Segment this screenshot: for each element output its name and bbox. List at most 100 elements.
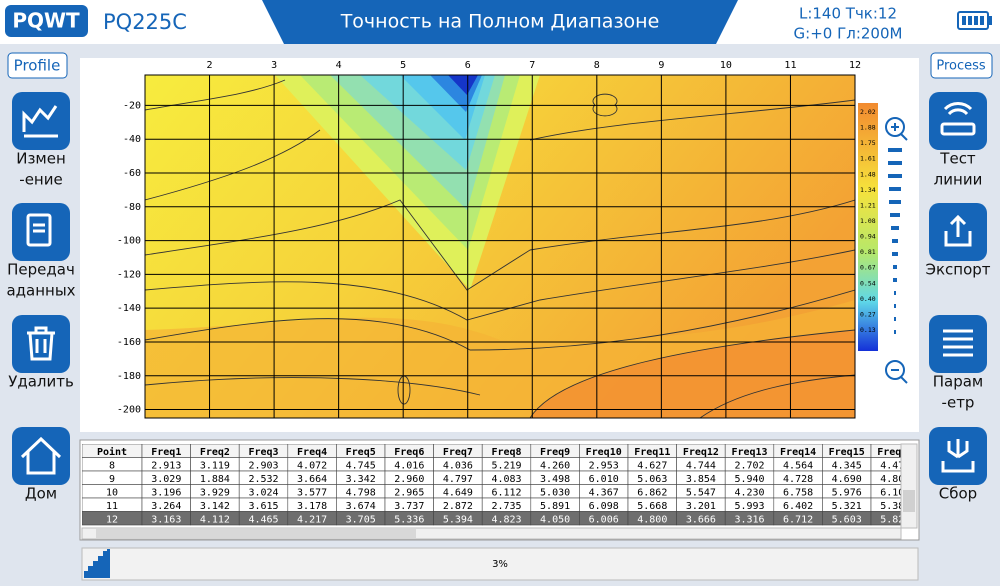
cell-value[interactable]: 4.050	[540, 514, 570, 525]
cell-value[interactable]: 3.264	[151, 501, 181, 512]
right-button[interactable]	[929, 427, 987, 485]
cell-value[interactable]: 12	[106, 514, 118, 525]
cell-value[interactable]: 6.100	[880, 487, 910, 498]
cell-value[interactable]: 6.112	[491, 487, 521, 498]
left-button[interactable]	[12, 203, 70, 261]
cell-value[interactable]: 4.016	[394, 460, 424, 471]
cell-value[interactable]: 2.735	[491, 501, 521, 512]
cell-value[interactable]: 3.674	[346, 501, 376, 512]
cell-value[interactable]: 4.036	[443, 460, 473, 471]
cell-value[interactable]: 4.230	[734, 487, 764, 498]
cell-value[interactable]: 4.112	[200, 514, 230, 525]
cell-value[interactable]: 5.603	[832, 514, 862, 525]
scroll-thumb[interactable]	[96, 529, 416, 538]
cell-value[interactable]: 3.196	[151, 487, 181, 498]
cell-value[interactable]: 5.993	[734, 501, 764, 512]
cell-value[interactable]: 11	[106, 501, 118, 512]
cell-value[interactable]: 5.321	[832, 501, 862, 512]
left-button[interactable]	[12, 315, 70, 373]
cell-value[interactable]: 5.219	[491, 460, 521, 471]
cell-value[interactable]: 5.385	[880, 501, 910, 512]
cell-value[interactable]: 5.668	[637, 501, 667, 512]
cell-value[interactable]: 2.872	[443, 501, 473, 512]
cell-value[interactable]: 4.800	[637, 514, 667, 525]
cell-value[interactable]: 6.402	[783, 501, 813, 512]
cell-value[interactable]: 3.024	[248, 487, 278, 498]
horizontal-scrollbar[interactable]	[81, 527, 902, 540]
cell-value[interactable]: 8	[109, 460, 115, 471]
cell-value[interactable]: 6.010	[589, 474, 619, 485]
cell-value[interactable]: 4.260	[540, 460, 570, 471]
cell-value[interactable]: 4.627	[637, 460, 667, 471]
cell-value[interactable]: 6.758	[783, 487, 813, 498]
cell-value[interactable]: 9	[109, 474, 115, 485]
cell-value[interactable]: 3.854	[686, 474, 716, 485]
cell-value[interactable]: 3.498	[540, 474, 570, 485]
cell-value[interactable]: 4.649	[443, 487, 473, 498]
cell-value[interactable]: 3.929	[200, 487, 230, 498]
cell-value[interactable]: 5.336	[394, 514, 424, 525]
right-button[interactable]	[929, 203, 987, 261]
cell-value[interactable]: 6.712	[783, 514, 813, 525]
cell-value[interactable]: 3.737	[394, 501, 424, 512]
cell-value[interactable]: 6.098	[589, 501, 619, 512]
cell-value[interactable]: 2.903	[248, 460, 278, 471]
cell-value[interactable]: 5.547	[686, 487, 716, 498]
cell-value[interactable]: 4.805	[880, 474, 910, 485]
cell-value[interactable]: 3.664	[297, 474, 327, 485]
process-tab[interactable]	[930, 52, 993, 79]
cell-value[interactable]: 3.705	[346, 514, 376, 525]
cell-value[interactable]: 6.006	[589, 514, 619, 525]
cell-value[interactable]: 4.217	[297, 514, 327, 525]
cell-value[interactable]: 2.702	[734, 460, 764, 471]
cell-value[interactable]: 3.142	[200, 501, 230, 512]
cell-value[interactable]: 3.615	[248, 501, 278, 512]
vertical-scrollbar[interactable]	[900, 443, 918, 529]
cell-value[interactable]: 4.564	[783, 460, 813, 471]
cell-value[interactable]: 5.940	[734, 474, 764, 485]
cell-value[interactable]: 3.316	[734, 514, 764, 525]
cell-value[interactable]: 5.030	[540, 487, 570, 498]
right-button[interactable]	[929, 315, 987, 373]
left-button[interactable]	[12, 92, 70, 150]
cell-value[interactable]: 4.728	[783, 474, 813, 485]
cell-value[interactable]: 1.884	[200, 474, 230, 485]
cell-value[interactable]: 2.953	[589, 460, 619, 471]
cell-value[interactable]: 4.072	[297, 460, 327, 471]
cell-value[interactable]: 3.577	[297, 487, 327, 498]
cell-value[interactable]: 4.798	[346, 487, 376, 498]
cell-value[interactable]: 4.367	[589, 487, 619, 498]
cell-value[interactable]: 4.345	[832, 460, 862, 471]
cell-value[interactable]: 5.063	[637, 474, 667, 485]
cell-value[interactable]: 5.823	[880, 514, 910, 525]
cell-value[interactable]: 4.744	[686, 460, 716, 471]
cell-value[interactable]: 6.862	[637, 487, 667, 498]
cell-value[interactable]: 2.965	[394, 487, 424, 498]
cell-value[interactable]: 3.119	[200, 460, 230, 471]
cell-value[interactable]: 4.823	[491, 514, 521, 525]
cell-value[interactable]: 4.745	[346, 460, 376, 471]
cell-value[interactable]: 5.976	[832, 487, 862, 498]
cell-value[interactable]: 3.201	[686, 501, 716, 512]
cell-value[interactable]: 4.797	[443, 474, 473, 485]
cell-value[interactable]: 4.083	[491, 474, 521, 485]
cell-value[interactable]: 5.394	[443, 514, 473, 525]
cell-value[interactable]: 2.913	[151, 460, 181, 471]
cell-value[interactable]: 2.960	[394, 474, 424, 485]
left-button[interactable]	[12, 427, 70, 485]
right-button[interactable]	[929, 92, 987, 150]
cell-value[interactable]: 2.532	[248, 474, 278, 485]
scroll-thumb[interactable]	[903, 490, 915, 512]
cell-value[interactable]: 3.163	[151, 514, 181, 525]
cell-value[interactable]: 5.891	[540, 501, 570, 512]
cell-value[interactable]: 4.473	[880, 460, 910, 471]
cell-value[interactable]: 3.666	[686, 514, 716, 525]
cell-value[interactable]: 3.342	[346, 474, 376, 485]
cell-value[interactable]: 4.465	[248, 514, 278, 525]
cell-value[interactable]: 3.178	[297, 501, 327, 512]
cell-value[interactable]: 4.690	[832, 474, 862, 485]
profile-tab[interactable]	[7, 52, 68, 79]
cell-value[interactable]: 3.029	[151, 474, 181, 485]
zoom-controls[interactable]	[885, 117, 908, 384]
cell-value[interactable]: 10	[106, 487, 118, 498]
